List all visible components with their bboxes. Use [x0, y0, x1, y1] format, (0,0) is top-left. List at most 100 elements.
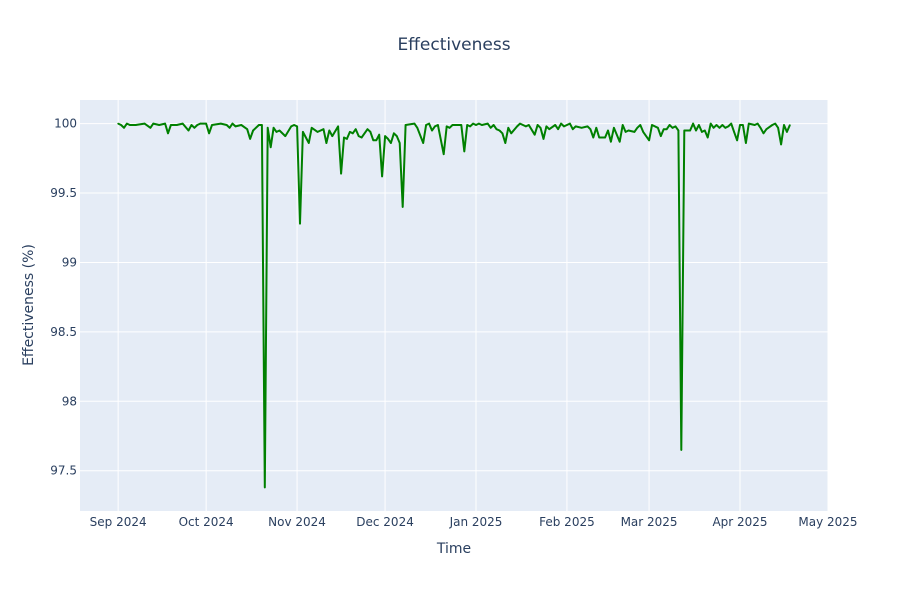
- x-tick-label: Feb 2025: [539, 515, 595, 529]
- data-point: [777, 126, 779, 129]
- data-point: [357, 135, 360, 137]
- data-point: [126, 122, 128, 125]
- data-point: [401, 206, 404, 208]
- data-point: [557, 128, 559, 130]
- data-point: [613, 126, 615, 129]
- data-point: [721, 124, 724, 126]
- data-point: [563, 125, 565, 128]
- y-tick-label: 99.5: [50, 186, 77, 200]
- data-point: [328, 129, 331, 132]
- data-point: [472, 122, 474, 125]
- data-point: [404, 124, 407, 126]
- data-point: [501, 132, 504, 135]
- data-point: [249, 138, 251, 140]
- data-point: [692, 122, 694, 125]
- data-point: [272, 126, 275, 129]
- data-point: [428, 122, 430, 125]
- data-point: [398, 142, 401, 144]
- data-point: [390, 142, 392, 144]
- data-point: [481, 124, 483, 126]
- data-point: [152, 122, 155, 125]
- data-point: [425, 124, 427, 126]
- data-point: [516, 125, 518, 128]
- data-point: [442, 153, 445, 155]
- data-point: [621, 124, 624, 126]
- x-tick-label: Mar 2025: [621, 515, 678, 529]
- data-point: [789, 124, 791, 126]
- x-tick-label: Dec 2024: [356, 515, 414, 529]
- data-point: [369, 131, 372, 133]
- x-tick-label: May 2025: [798, 515, 857, 529]
- data-point: [463, 150, 466, 153]
- y-axis-ticks: 97.5 98 98.5 99 99.5 100: [50, 117, 77, 478]
- data-point: [727, 125, 730, 128]
- data-point: [542, 138, 545, 140]
- data-point: [765, 128, 768, 130]
- data-point: [269, 146, 272, 149]
- data-point: [129, 124, 131, 126]
- data-point: [290, 125, 293, 128]
- data-point: [431, 129, 433, 132]
- data-point: [639, 124, 642, 126]
- data-point: [589, 128, 592, 130]
- data-point: [170, 124, 172, 126]
- data-point: [519, 122, 521, 125]
- data-point: [475, 124, 477, 126]
- data-point: [208, 132, 210, 135]
- data-point: [495, 128, 498, 130]
- y-tick-label: 98: [62, 394, 77, 408]
- data-point: [498, 129, 501, 132]
- data-point: [396, 135, 398, 137]
- data-point: [651, 124, 653, 126]
- data-point: [346, 138, 348, 140]
- data-point: [264, 486, 266, 489]
- data-point: [193, 126, 196, 129]
- data-point: [510, 132, 512, 135]
- series-line: [117, 122, 791, 489]
- gridlines: [80, 100, 829, 511]
- data-point: [176, 124, 178, 126]
- data-points: [117, 122, 791, 489]
- data-point: [228, 126, 231, 129]
- data-point: [123, 126, 125, 129]
- data-point: [331, 135, 334, 137]
- data-point: [196, 124, 199, 126]
- data-point: [337, 125, 339, 128]
- data-point: [736, 139, 738, 142]
- data-point: [756, 122, 759, 125]
- data-point: [592, 136, 595, 139]
- data-point: [225, 124, 228, 126]
- data-point: [668, 124, 671, 126]
- data-point: [574, 125, 577, 128]
- data-point: [701, 131, 703, 133]
- data-point: [366, 128, 369, 130]
- data-point: [258, 124, 260, 126]
- data-point: [316, 131, 319, 133]
- data-point: [680, 449, 683, 451]
- data-point: [580, 126, 583, 129]
- data-point: [149, 126, 152, 129]
- data-point: [604, 136, 606, 139]
- data-point: [489, 126, 492, 129]
- data-point: [190, 124, 193, 126]
- data-point: [662, 128, 665, 130]
- data-point: [674, 125, 677, 128]
- data-point: [284, 135, 287, 137]
- data-point: [413, 122, 416, 125]
- data-point: [340, 172, 342, 175]
- data-point: [349, 131, 351, 133]
- data-point: [533, 133, 536, 136]
- data-point: [783, 124, 785, 126]
- data-point: [648, 139, 650, 142]
- data-point: [715, 124, 718, 126]
- data-point: [657, 126, 659, 129]
- data-point: [569, 122, 571, 125]
- data-point: [607, 129, 609, 132]
- data-point: [275, 131, 278, 133]
- data-point: [240, 124, 243, 126]
- data-point: [739, 124, 741, 126]
- data-point: [205, 122, 207, 125]
- data-point: [381, 175, 383, 178]
- data-point: [677, 129, 680, 132]
- data-point: [771, 124, 774, 126]
